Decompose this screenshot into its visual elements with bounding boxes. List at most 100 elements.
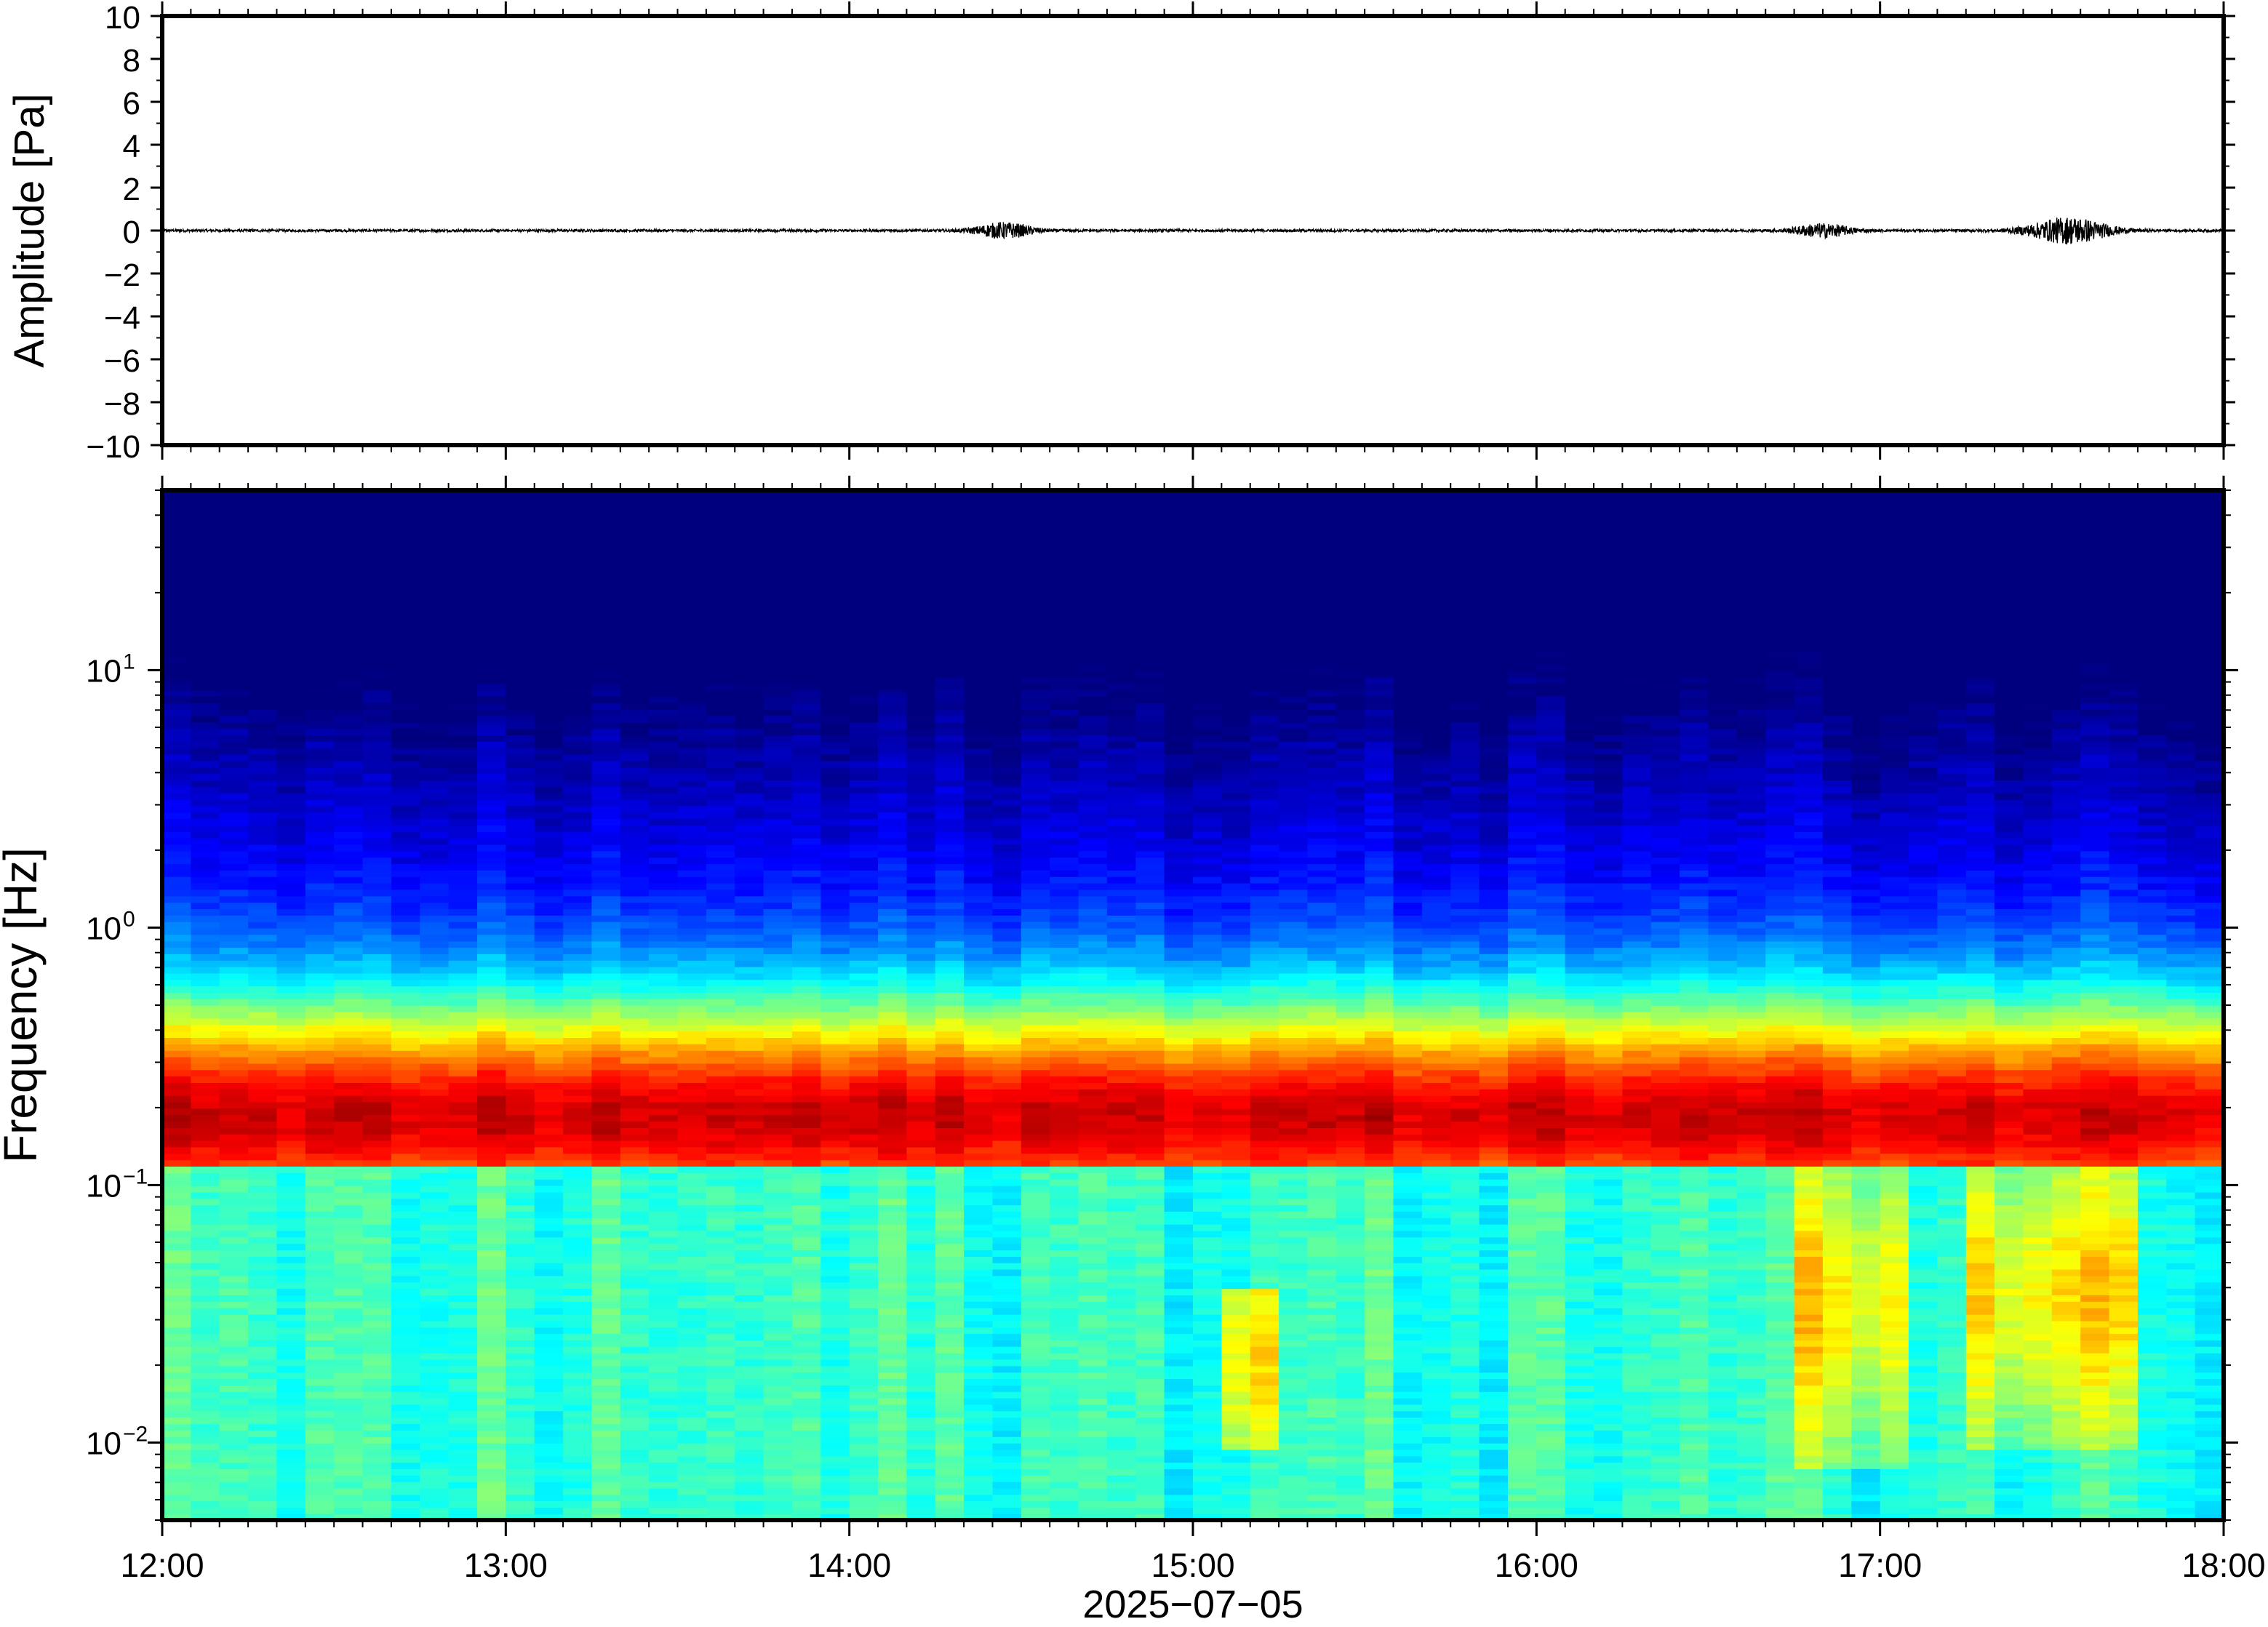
spectrogram-cell [448,741,478,748]
spectrogram-cell [162,1462,192,1469]
spectrogram-cell [334,837,364,845]
spectrogram-cell [820,850,850,858]
spectrogram-cell [591,986,621,994]
spectrogram-cell [563,1417,593,1424]
spectrogram-cell [1050,1487,1079,1495]
spectrogram-cell [1021,934,1050,942]
spectrogram-cell [649,638,679,646]
spectrogram-cell [305,1011,335,1019]
spectrogram-cell [677,670,707,678]
spectrogram-cell [677,593,707,601]
spectrogram-cell [305,1404,335,1412]
spectrogram-cell [563,522,593,529]
spectrogram-cell [448,703,478,710]
spectrogram-cell [191,1359,220,1367]
spectrogram-cell [276,625,306,633]
spectrogram-cell [448,1430,478,1437]
spectrogram-cell [964,1198,994,1206]
spectrogram-cell [276,1462,306,1469]
spectrogram-cell [534,1218,564,1225]
spectrogram-cell [906,863,936,871]
spectrogram-cell [305,496,335,504]
spectrogram-cell [620,902,650,909]
spectrogram-cell [649,1455,679,1463]
spectrogram-cell [706,1044,736,1051]
spectrogram-cell [649,1308,679,1315]
spectrogram-cell [791,721,822,729]
spectrogram-cell [477,1352,507,1360]
spectrogram-cell [477,1391,507,1399]
spectrogram-cell [1050,1295,1079,1302]
spectrogram-cell [649,1430,679,1437]
spectrogram-cell [791,792,822,800]
spectrogram-cell [763,1082,793,1090]
spectrogram-cell [878,1250,908,1257]
spectrogram-cell [448,1082,478,1090]
spectrogram-cell [1021,1044,1050,1051]
spectrogram-cell [448,902,478,909]
spectrogram-cell [735,825,764,832]
spectrogram-cell [191,1044,220,1051]
spectrogram-cell [763,1159,793,1167]
spectrogram-cell [791,960,822,967]
spectrogram-cell [506,715,535,723]
spectrogram-cell [563,1172,593,1180]
spectrogram-cell [276,908,306,916]
spectrogram-cell [162,1121,192,1128]
spectrogram-cell [763,1268,793,1276]
spectrogram-cell [935,619,965,626]
spectrogram-cell [219,786,249,793]
spectrogram-cell [906,844,936,852]
spectrogram-cell [591,1031,621,1038]
spectrogram-cell [849,966,879,974]
spectrogram-cell [849,1391,879,1399]
spectrogram-cell [276,1391,306,1399]
spectrogram-cell [992,1095,1022,1103]
spectrogram-cell [878,1372,908,1380]
spectrogram-cell [248,496,278,504]
spectrogram-cell [677,1352,707,1360]
spectrogram-cell [935,574,965,581]
spectrogram-cell [276,1230,306,1238]
spectrogram-cell [906,1134,936,1141]
spectrogram-cell [162,1218,192,1225]
spectrogram-cell [763,599,793,607]
spectrogram-cell [420,999,450,1006]
spectrogram-cell [935,1011,965,1019]
spectrogram-cell [448,1449,478,1457]
spectrogram-cell [276,876,306,884]
spectrogram-cell [706,1314,736,1322]
spectrogram-cell [591,625,621,633]
spectrogram-cell [563,1514,593,1520]
spectrogram-cell [420,503,450,511]
spectrogram-cell [964,548,994,556]
spectrogram-cell [162,999,192,1006]
spectrogram-cell [935,760,965,768]
spectrogram-cell [248,1378,278,1386]
spectrogram-cell [391,1250,421,1257]
spectrogram-cell [763,940,793,948]
spectrogram-cell [391,1514,421,1520]
spectrogram-cell [305,1191,335,1199]
spectrogram-cell [420,792,450,800]
spectrogram-cell [1050,1417,1079,1424]
spectrogram-cell [964,947,994,954]
spectrogram-cell [935,1417,965,1424]
spectrogram-cell [391,1359,421,1367]
spectrogram-cell [591,1114,621,1122]
spectrogram-cell [706,1455,736,1463]
spectrogram-cell [305,1031,335,1038]
spectrogram-cell [563,567,593,575]
spectrogram-cell [534,631,564,639]
spectrogram-cell [391,986,421,994]
spectrogram-cell [448,1056,478,1064]
spectrogram-cell [591,509,621,517]
spectrogram-cell [620,599,650,607]
spectrogram-cell [362,612,392,620]
spectrogram-cell [820,1320,850,1328]
spectrogram-cell [878,696,908,703]
spectrogram-cell [791,1146,822,1154]
spectrogram-cell [248,1114,278,1122]
spectrogram-cell [906,1397,936,1405]
spectrogram-cell [620,1211,650,1218]
